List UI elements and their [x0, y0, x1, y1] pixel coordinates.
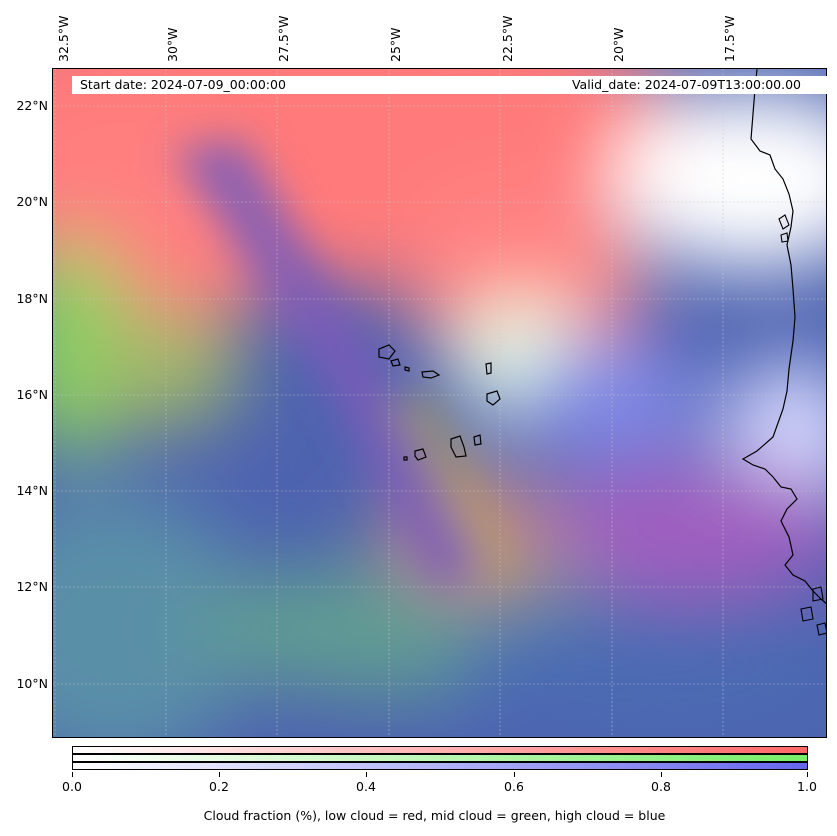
lat-label-20n: 20°N [16, 194, 48, 209]
colorbar-tick-label-2: 0.4 [356, 779, 376, 794]
lat-label-18n: 18°N [16, 291, 48, 306]
lon-label-32-5w: 32.5°W [56, 15, 71, 62]
mid-cloud-west [83, 309, 243, 429]
map-canvas [53, 69, 826, 737]
graticule [53, 69, 826, 737]
high-cloud-east [523, 339, 703, 459]
africa-coastline [741, 69, 826, 605]
high-cloud-southeast [453, 599, 826, 737]
mixed-cloud-east [533, 459, 826, 599]
high-cloud-diagonal-band [173, 139, 483, 589]
lon-label-20w: 20°W [611, 27, 626, 62]
start-date-label: Start date: 2024-07-09_00:00:00 [80, 77, 286, 92]
island-brava [403, 456, 408, 461]
mid-cloud-streak [383, 389, 523, 589]
cape-verde-islands [378, 344, 501, 461]
lon-label-22-5w: 22.5°W [500, 15, 515, 62]
clear-northeast [613, 89, 826, 269]
cloud-fraction-map [52, 68, 827, 738]
colorbar-tick-5 [807, 772, 808, 777]
valid-date-label: Valid_date: 2024-07-09T13:00:00.00 [571, 77, 801, 92]
lon-label-25w: 25°W [388, 27, 403, 62]
colorbar-tick-2 [366, 772, 367, 777]
colorbar-tick-label-3: 0.6 [504, 779, 524, 794]
low-cloud-center-north [403, 189, 643, 369]
lon-label-30w: 30°W [165, 27, 180, 62]
colorbar-mid-cloud [72, 754, 808, 762]
island-sal [485, 362, 492, 375]
mid-cloud-southwest [53, 489, 253, 737]
lat-label-22n: 22°N [16, 98, 48, 113]
island-fogo [414, 448, 427, 461]
island-maio [473, 434, 482, 446]
colorbar-tick-label-5: 1.0 [797, 779, 817, 794]
island-santo-antao [378, 344, 396, 360]
colorbar-tick-1 [219, 772, 220, 777]
colorbar-high-cloud [72, 762, 808, 770]
info-banner: Start date: 2024-07-09_00:00:00 Valid_da… [72, 76, 827, 94]
colorbar-tick-3 [514, 772, 515, 777]
coastal-islands [778, 214, 826, 636]
lon-label-17-5w: 17.5°W [722, 15, 737, 62]
colorbar-tick-label-4: 0.8 [651, 779, 671, 794]
island-sao-nicolau [421, 370, 441, 379]
island-sao-vicente [390, 358, 401, 367]
lon-label-27-5w: 27.5°W [276, 15, 291, 62]
island-santa-luzia [404, 366, 410, 372]
colorbar-tick-label-0: 0.0 [62, 779, 82, 794]
lat-label-16n: 16°N [16, 387, 48, 402]
colorbar-tick-label-1: 0.2 [209, 779, 229, 794]
lat-label-12n: 12°N [16, 579, 48, 594]
island-santiago [450, 435, 467, 458]
colorbar-tick-4 [661, 772, 662, 777]
colorbar-low-cloud [72, 746, 808, 754]
island-boa-vista [486, 390, 501, 406]
colorbar-tick-0 [72, 772, 73, 777]
colorbar-caption: Cloud fraction (%), low cloud = red, mid… [203, 808, 666, 823]
lat-label-14n: 14°N [16, 483, 48, 498]
lat-label-10n: 10°N [16, 676, 48, 691]
